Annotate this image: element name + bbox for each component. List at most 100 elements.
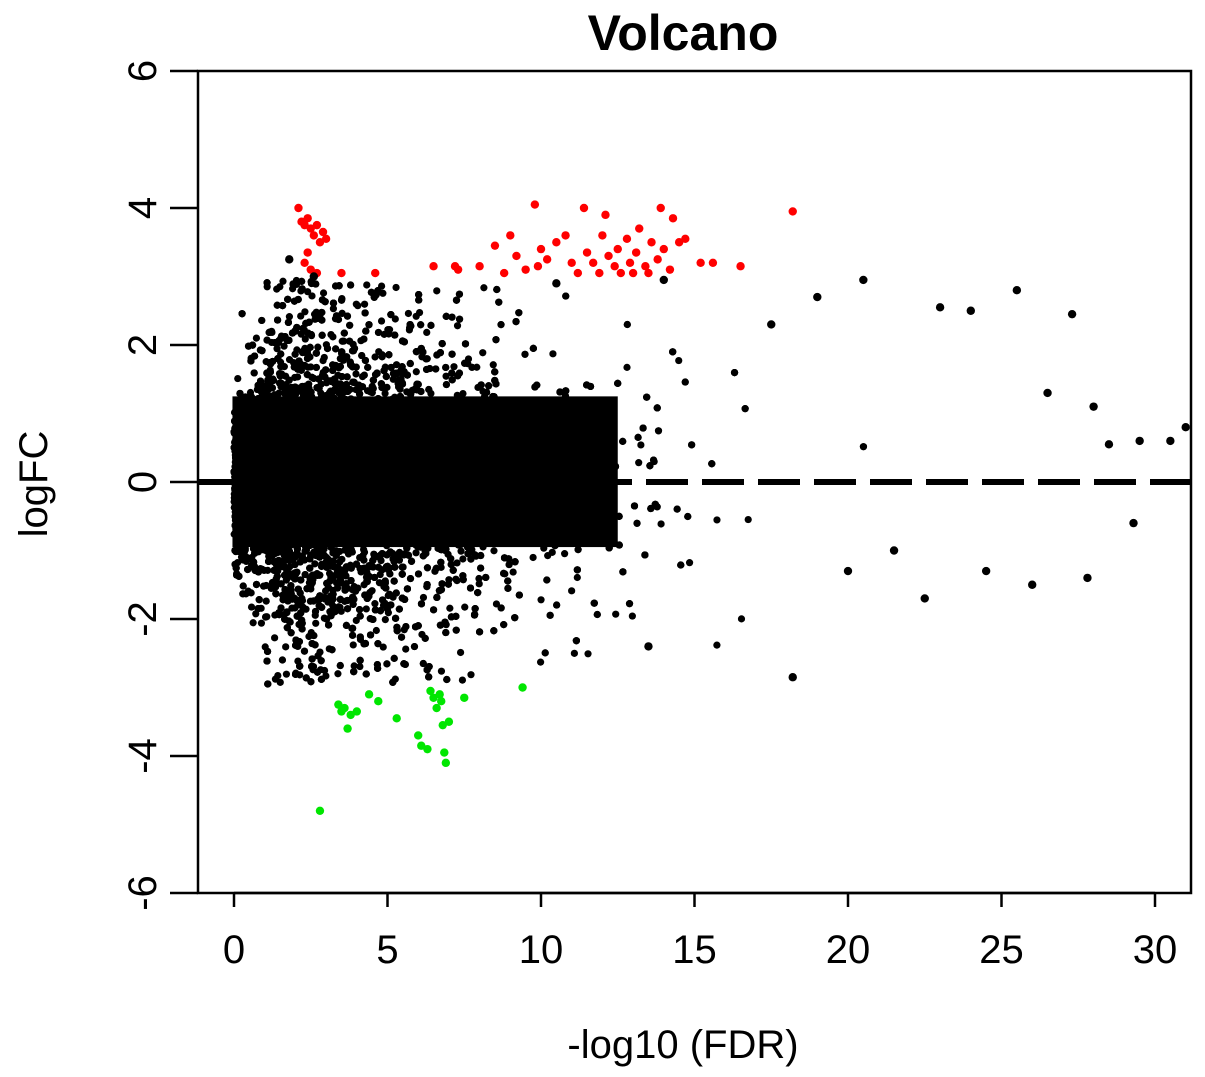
data-point bbox=[273, 285, 281, 293]
data-point bbox=[421, 546, 429, 554]
data-point bbox=[515, 309, 523, 317]
data-point bbox=[282, 643, 290, 651]
data-point bbox=[453, 322, 462, 330]
data-point bbox=[282, 670, 291, 678]
data-point bbox=[402, 645, 410, 653]
data-point bbox=[318, 331, 326, 339]
data-point bbox=[450, 363, 458, 371]
data-point bbox=[456, 648, 465, 657]
data-point bbox=[277, 580, 285, 588]
data-point bbox=[360, 300, 369, 308]
data-point bbox=[274, 671, 282, 680]
data-point bbox=[497, 604, 505, 612]
data-point bbox=[311, 560, 319, 568]
data-point bbox=[549, 350, 557, 358]
data-point bbox=[303, 288, 312, 296]
data-point bbox=[448, 369, 456, 377]
data-point bbox=[247, 603, 256, 611]
data-point bbox=[452, 575, 460, 583]
data-point bbox=[685, 559, 694, 567]
data-point bbox=[446, 604, 454, 612]
data-point bbox=[425, 385, 433, 394]
data-point bbox=[349, 641, 357, 649]
data-point bbox=[290, 363, 298, 371]
data-point bbox=[358, 373, 367, 381]
data-point bbox=[623, 320, 631, 329]
data-point bbox=[362, 605, 370, 613]
data-point bbox=[412, 368, 420, 376]
data-point bbox=[312, 619, 320, 627]
data-point bbox=[329, 305, 337, 313]
data-point bbox=[573, 573, 581, 582]
data-point bbox=[404, 309, 413, 318]
data-point bbox=[422, 355, 430, 363]
data-point bbox=[458, 676, 467, 684]
data-point bbox=[744, 515, 752, 524]
data-point bbox=[286, 618, 294, 626]
data-point bbox=[301, 335, 309, 343]
data-point bbox=[273, 301, 281, 309]
data-point bbox=[713, 641, 721, 649]
data-point bbox=[329, 333, 337, 341]
data-point bbox=[343, 373, 351, 381]
data-point bbox=[381, 389, 389, 397]
data-point bbox=[291, 350, 299, 358]
data-point bbox=[464, 550, 472, 558]
data-point bbox=[298, 285, 306, 293]
data-point bbox=[285, 356, 294, 364]
data-point bbox=[612, 610, 620, 618]
data-point bbox=[297, 312, 305, 320]
data-point bbox=[334, 670, 342, 678]
data-point bbox=[529, 553, 537, 562]
data-point bbox=[255, 596, 263, 604]
data-point bbox=[459, 389, 467, 398]
data-point bbox=[346, 321, 354, 329]
data-point bbox=[536, 658, 545, 666]
data-point bbox=[320, 666, 329, 675]
data-point bbox=[713, 516, 721, 524]
data-point bbox=[360, 556, 368, 564]
data-point bbox=[537, 596, 545, 604]
data-point bbox=[633, 519, 641, 527]
data-point bbox=[419, 593, 428, 602]
data-point bbox=[347, 281, 355, 289]
data-point bbox=[423, 328, 431, 336]
data-point bbox=[348, 631, 357, 639]
data-point bbox=[390, 654, 398, 662]
data-point bbox=[285, 313, 294, 321]
data-point bbox=[319, 289, 328, 297]
data-point bbox=[479, 349, 487, 357]
data-point bbox=[364, 363, 372, 371]
data-point bbox=[379, 643, 387, 651]
data-point bbox=[271, 634, 279, 642]
data-point bbox=[459, 555, 467, 563]
data-point bbox=[358, 351, 366, 360]
data-point bbox=[454, 372, 462, 380]
data-point bbox=[415, 308, 424, 317]
data-point bbox=[492, 600, 501, 608]
data-point bbox=[561, 550, 569, 558]
data-point bbox=[252, 334, 261, 342]
data-point bbox=[258, 316, 266, 325]
data-point bbox=[500, 569, 508, 578]
data-point bbox=[414, 570, 423, 578]
data-point bbox=[374, 287, 382, 295]
data-point bbox=[340, 337, 348, 345]
data-point bbox=[461, 603, 469, 611]
data-point bbox=[562, 292, 570, 300]
data-point bbox=[568, 587, 576, 595]
data-point bbox=[437, 667, 446, 675]
data-point bbox=[657, 520, 665, 528]
data-point bbox=[297, 330, 305, 338]
data-point bbox=[307, 363, 315, 371]
data-point bbox=[553, 601, 561, 609]
data-point bbox=[312, 280, 320, 288]
data-point bbox=[263, 336, 271, 344]
data-point bbox=[249, 619, 257, 627]
data-point bbox=[673, 505, 681, 513]
data-point bbox=[543, 576, 551, 584]
data-point bbox=[287, 629, 295, 637]
points-layer bbox=[230, 200, 1190, 815]
data-point bbox=[279, 277, 287, 285]
data-point bbox=[546, 611, 554, 619]
